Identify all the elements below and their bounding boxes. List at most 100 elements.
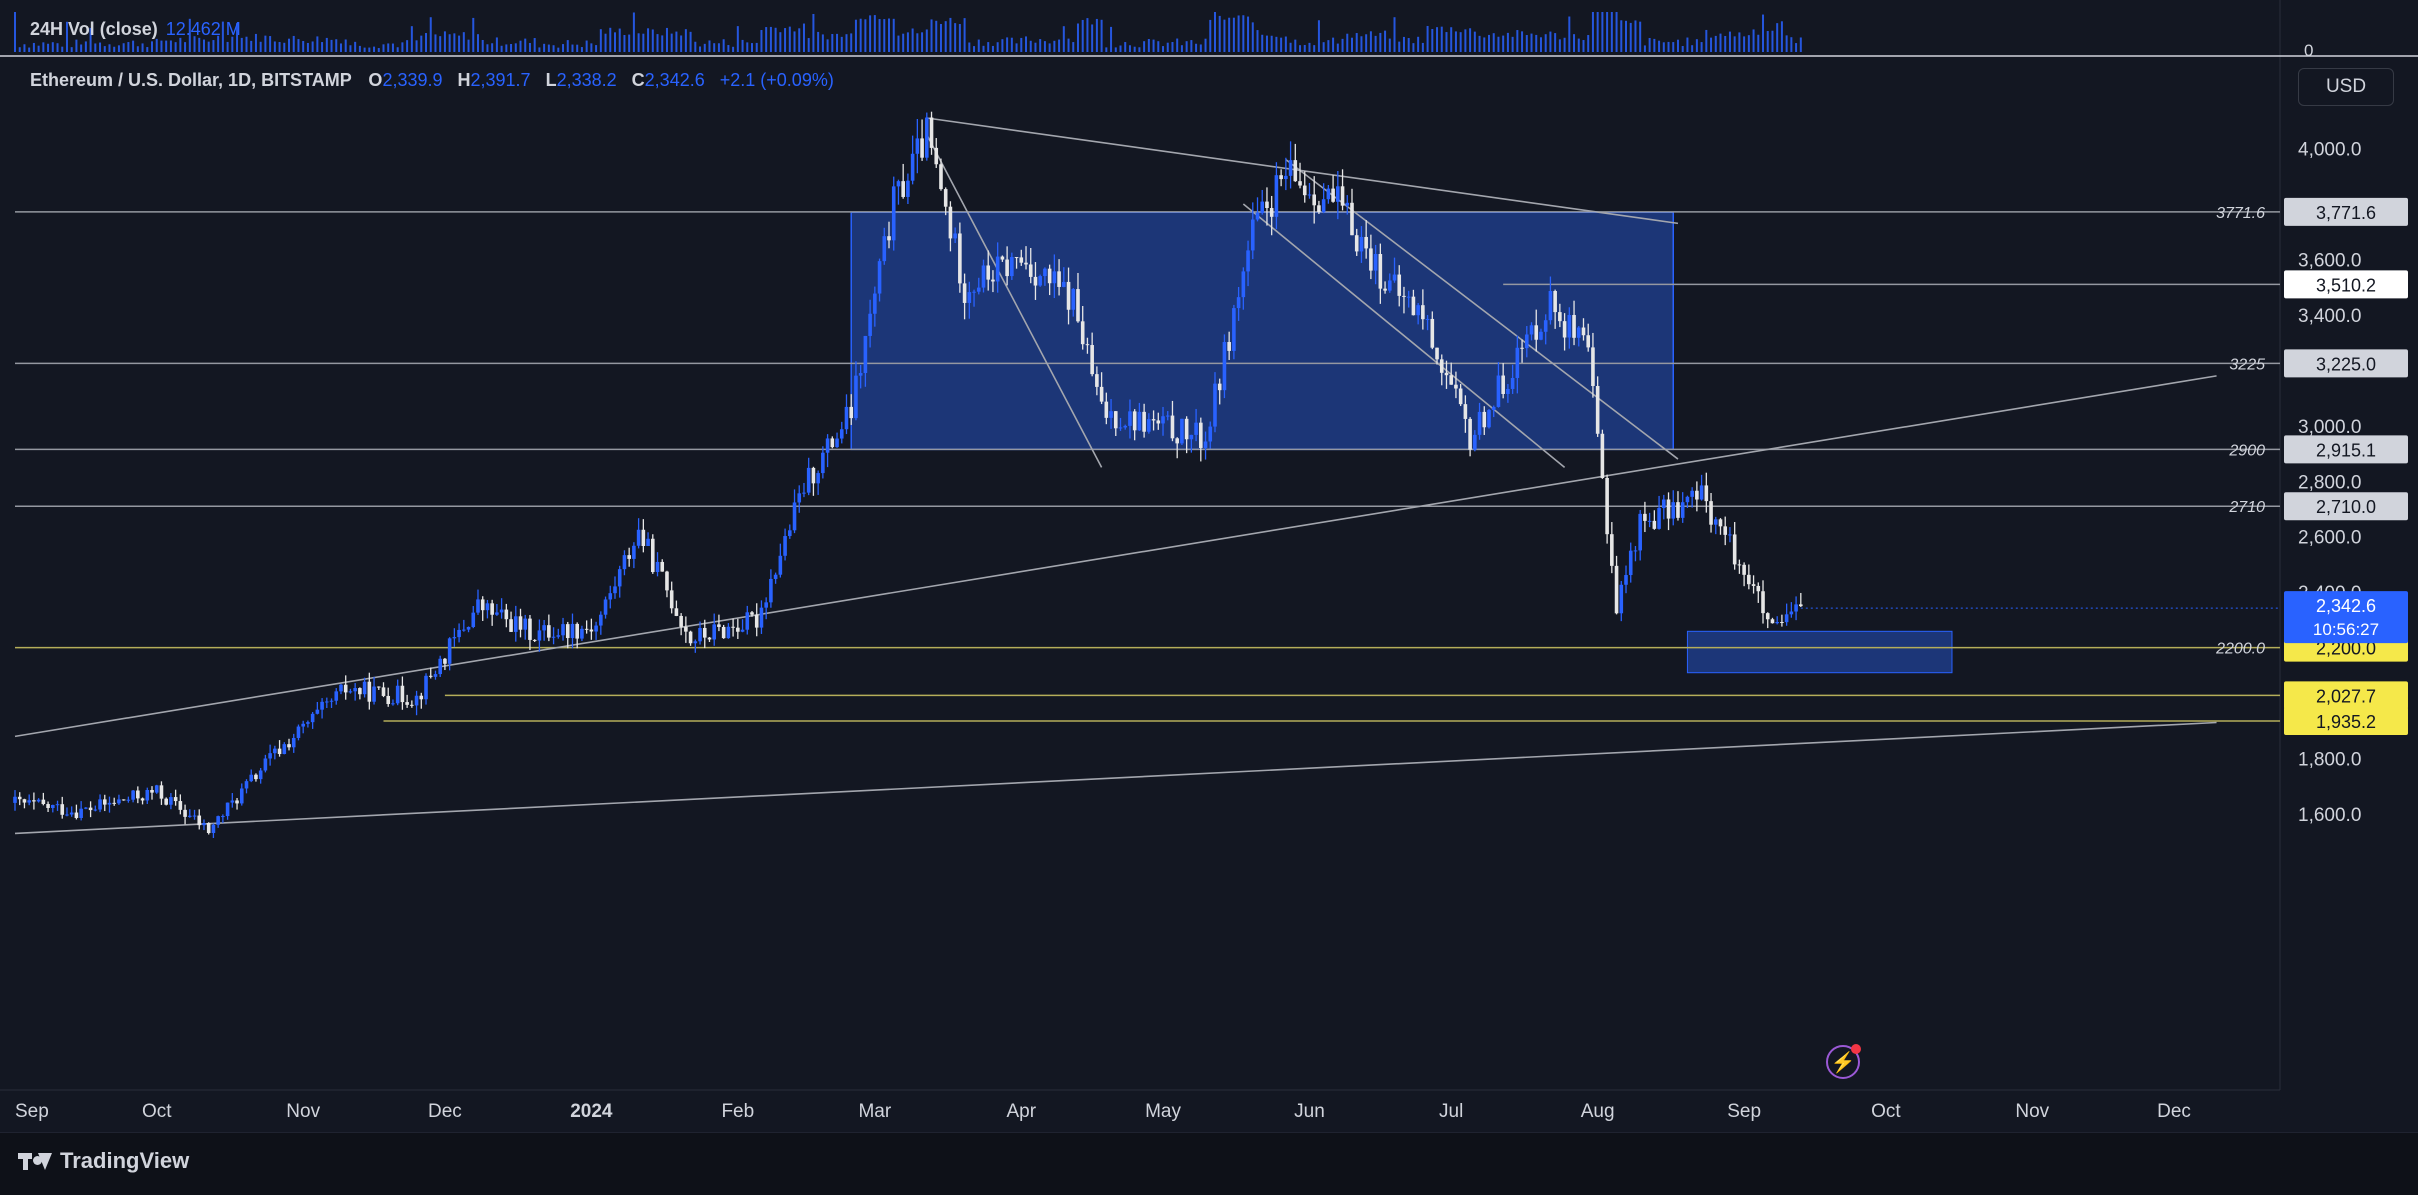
- candle-body: [1010, 257, 1014, 277]
- volume-bar: [802, 23, 805, 52]
- volume-bar: [1029, 40, 1032, 52]
- volume-bar: [14, 12, 16, 52]
- price-tag-box: [2284, 197, 2408, 226]
- volume-bar: [476, 34, 479, 52]
- volume-bar: [1223, 19, 1226, 52]
- candle-body: [835, 438, 839, 448]
- volume-bar: [160, 40, 163, 52]
- candle-body: [443, 658, 447, 664]
- volume-bar: [817, 31, 820, 52]
- candle-body: [1430, 318, 1435, 348]
- volume-bar: [543, 43, 546, 52]
- volume-bar: [1762, 14, 1765, 53]
- volume-bar: [188, 18, 191, 52]
- candle-body: [282, 744, 287, 755]
- volume-bar: [1582, 40, 1585, 52]
- candle-body: [1321, 199, 1326, 213]
- price-tick-label: 1,600.0: [2298, 805, 2361, 826]
- volume-bar: [510, 43, 513, 52]
- candle-body: [1383, 288, 1387, 291]
- candle-body: [1345, 202, 1350, 206]
- volume-bar: [425, 33, 428, 52]
- candle-body: [523, 618, 528, 630]
- volume-bar: [212, 40, 215, 52]
- volume-bar: [32, 42, 35, 52]
- price-tick-label: 3,600.0: [2298, 250, 2361, 271]
- candle-body: [291, 737, 296, 748]
- volume-bar: [1171, 42, 1174, 52]
- candle-body: [1709, 501, 1713, 525]
- volume-bar: [1587, 35, 1590, 52]
- candle-body: [121, 799, 126, 801]
- currency-button[interactable]: USD: [2298, 68, 2394, 106]
- volume-bar: [1360, 36, 1363, 52]
- last-price-value: 2,342.6: [2316, 596, 2376, 616]
- candle-body: [1676, 502, 1680, 518]
- volume-bar: [155, 38, 158, 52]
- candle-body: [1288, 160, 1293, 176]
- volume-bar: [448, 34, 451, 52]
- volume-bar: [1110, 26, 1113, 52]
- volume-bar: [1454, 31, 1457, 52]
- volume-bar: [382, 44, 385, 52]
- volume-bar: [1100, 19, 1103, 52]
- candle-body: [1463, 404, 1468, 419]
- candle-body: [1737, 564, 1742, 566]
- volume-bar: [580, 47, 583, 52]
- volume-bar: [1039, 39, 1042, 52]
- candle-body: [1657, 508, 1661, 529]
- volume-bar: [1539, 37, 1542, 52]
- candle-body: [556, 635, 561, 637]
- volume-bar: [1062, 26, 1065, 52]
- candle-body: [1104, 401, 1109, 418]
- volume-bar: [70, 47, 73, 52]
- volume-bar: [1672, 42, 1675, 52]
- volume-bar: [1308, 42, 1311, 52]
- candle-body: [1468, 418, 1472, 450]
- volume-bar: [231, 36, 234, 52]
- symbol-title[interactable]: Ethereum / U.S. Dollar, 1D, BITSTAMP: [30, 70, 352, 90]
- price-tag-box: [2284, 435, 2408, 464]
- volume-bar: [1043, 41, 1046, 52]
- candle-body: [202, 823, 206, 826]
- candle-body: [1520, 347, 1524, 349]
- volume-bar: [1658, 40, 1661, 52]
- candle-body: [1765, 613, 1770, 620]
- brand[interactable]: TradingView: [18, 1148, 189, 1174]
- candle-body: [1090, 345, 1094, 375]
- candles: [13, 111, 1803, 838]
- volume-bar: [1143, 41, 1146, 52]
- candle-body: [65, 814, 69, 816]
- volume-bar: [1573, 34, 1576, 52]
- volume-bar: [1237, 15, 1240, 52]
- candle-body: [1071, 289, 1076, 310]
- candle-body: [310, 713, 315, 723]
- candle-body: [608, 593, 613, 600]
- volume-bar: [122, 43, 125, 52]
- volume-bar: [717, 43, 720, 52]
- candle-body: [183, 809, 187, 817]
- change-value: +2.1 (+0.09%): [719, 70, 834, 90]
- symbol-legend[interactable]: Ethereum / U.S. Dollar, 1D, BITSTAMP O2,…: [30, 70, 834, 91]
- volume-bar: [103, 46, 106, 52]
- trendline: [1242, 203, 1566, 469]
- candle-body: [1284, 175, 1288, 180]
- price-tick-label: 2,600.0: [2298, 528, 2361, 549]
- candle-body: [693, 641, 698, 644]
- candle-body: [1170, 415, 1175, 439]
- volume-bar: [1275, 36, 1278, 52]
- volume-bar: [1388, 38, 1391, 52]
- candle-body: [1524, 334, 1529, 349]
- volume-bar: [973, 46, 976, 52]
- alert-lightning-icon[interactable]: ⚡: [1826, 1044, 1861, 1079]
- candle-body: [1699, 485, 1704, 500]
- candle-body: [1794, 604, 1798, 612]
- candle-body: [192, 815, 197, 817]
- volume-bar: [1492, 33, 1495, 52]
- last-price-countdown: 10:56:27: [2313, 620, 2379, 639]
- volume-bar: [1558, 39, 1561, 52]
- candle-body: [471, 612, 476, 628]
- volume-bar: [1166, 42, 1169, 52]
- candle-body: [1789, 611, 1794, 615]
